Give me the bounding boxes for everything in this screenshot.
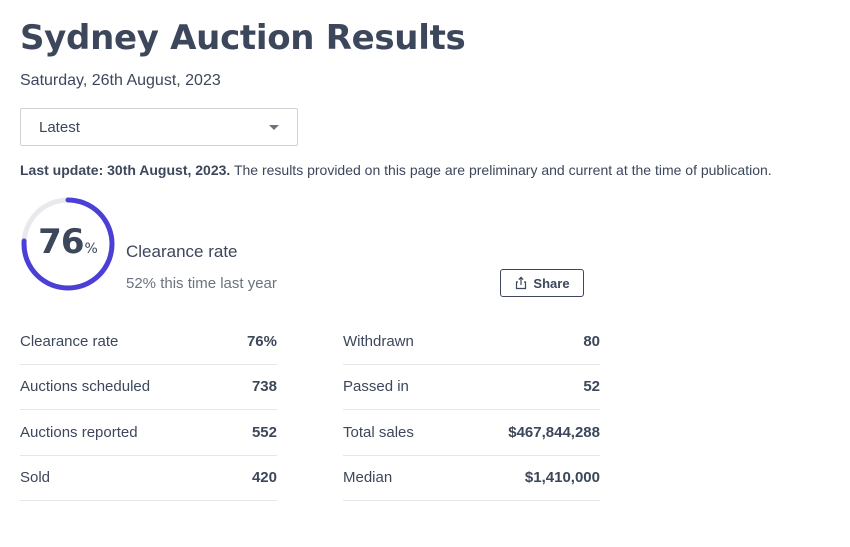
- stats-table-left: Clearance rate 76% Auctions scheduled 73…: [20, 319, 277, 501]
- results-filter-select[interactable]: Latest: [20, 108, 298, 146]
- stat-row: Sold 420: [20, 456, 277, 501]
- stat-label: Total sales: [343, 423, 414, 441]
- stat-row: Auctions reported 552: [20, 410, 277, 456]
- stat-value: $467,844,288: [508, 423, 600, 441]
- last-update-date: Last update: 30th August, 2023.: [20, 162, 231, 178]
- stat-row: Withdrawn 80: [343, 319, 600, 365]
- stat-label: Auctions reported: [20, 423, 138, 441]
- stat-label: Clearance rate: [20, 332, 119, 350]
- clearance-rate-label: Clearance rate: [126, 242, 238, 261]
- stat-value: 420: [251, 469, 277, 487]
- share-icon: [516, 276, 527, 290]
- stat-label: Passed in: [343, 378, 409, 396]
- clearance-rate-last-year: 52% this time last year: [126, 275, 277, 292]
- stat-value: $1,410,000: [524, 469, 600, 487]
- stat-row: Median $1,410,000: [343, 456, 600, 501]
- stat-label: Withdrawn: [343, 332, 414, 350]
- stat-row: Clearance rate 76%: [20, 319, 277, 365]
- last-update-note: Last update: 30th August, 2023. The resu…: [20, 162, 772, 178]
- auction-date: Saturday, 26th August, 2023: [20, 72, 221, 89]
- results-filter-value: Latest: [39, 118, 80, 136]
- chevron-down-icon: [269, 124, 279, 130]
- stat-value: 552: [251, 423, 277, 441]
- stat-row: Total sales $467,844,288: [343, 410, 600, 456]
- stat-label: Auctions scheduled: [20, 378, 151, 396]
- ring-fill: [21, 197, 115, 291]
- stat-value: 738: [251, 378, 277, 396]
- stat-row: Passed in 52: [343, 365, 600, 410]
- last-update-text: The results provided on this page are pr…: [230, 162, 772, 178]
- clearance-rate-number: 76: [38, 222, 84, 262]
- stat-row: Auctions scheduled 738: [20, 365, 277, 410]
- stat-value: 80: [583, 332, 600, 350]
- stat-value: 52: [583, 378, 600, 396]
- clearance-rate-percent: %: [84, 241, 98, 257]
- share-label: Share: [533, 275, 570, 291]
- share-button[interactable]: Share: [500, 269, 584, 297]
- page-title: Sydney Auction Results: [20, 18, 466, 58]
- clearance-rate-value: 76%: [20, 222, 116, 262]
- stat-label: Sold: [20, 469, 51, 487]
- stat-label: Median: [343, 469, 393, 487]
- stat-value: 76%: [246, 332, 277, 350]
- clearance-ring: [21, 197, 115, 291]
- stats-table-right: Withdrawn 80 Passed in 52 Total sales $4…: [343, 319, 600, 501]
- clearance-rate-gauge: 76%: [20, 196, 116, 292]
